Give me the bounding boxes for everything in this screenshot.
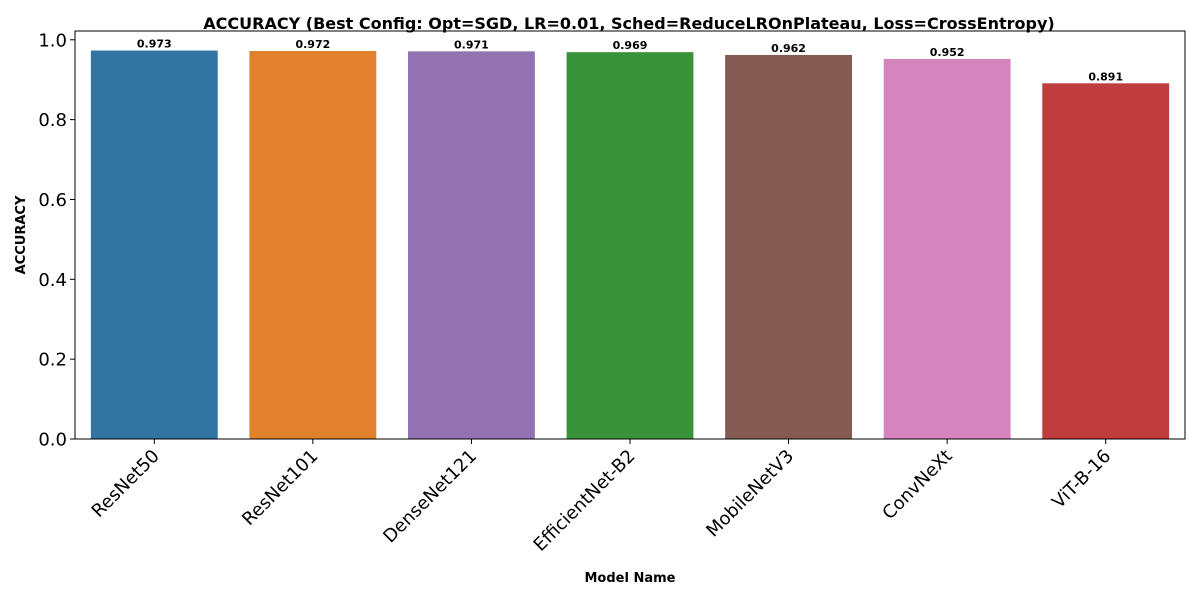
x-tick-label: EfficientNet-B2 [530, 446, 640, 556]
data-label: 0.962 [771, 42, 806, 55]
plot-frame [74, 30, 1186, 440]
y-tick-label: 0.8 [38, 110, 67, 131]
x-tick-label: ResNet50 [88, 446, 164, 522]
x-tick-label: DenseNet121 [379, 446, 481, 548]
data-labels-layer: 0.973 0.972 0.971 0.969 0.962 0.952 0.891 [137, 38, 1123, 84]
data-label: 0.952 [930, 46, 965, 59]
x-axis: ResNet50 ResNet101 DenseNet121 EfficientNet… [88, 439, 1115, 556]
data-label: 0.972 [295, 38, 330, 51]
data-label: 0.971 [454, 38, 489, 51]
y-tick-label: 0.6 [38, 190, 67, 211]
bar-mobilenetv3 [725, 54, 852, 439]
x-tick-label: ResNet101 [238, 446, 322, 530]
x-tick-label: ConvNeXt [878, 446, 956, 524]
y-tick-label: 0.2 [38, 350, 67, 371]
x-tick-label: ViT-B-16 [1048, 446, 1115, 513]
bar-convnext [883, 58, 1011, 440]
data-label: 0.969 [613, 39, 648, 52]
bar-resnet101 [249, 50, 377, 439]
y-tick-label: 1.0 [38, 30, 67, 51]
bar-efficientnet-b2 [566, 52, 694, 440]
data-label: 0.973 [137, 38, 172, 51]
bars-layer [90, 50, 1170, 440]
bar-densenet121 [408, 51, 535, 439]
y-axis-title: ACCURACY [14, 195, 29, 274]
data-label: 0.891 [1088, 70, 1123, 83]
y-tick-label: 0.4 [38, 270, 67, 291]
chart-title: ACCURACY (Best Config: Opt=SGD, LR=0.01,… [203, 14, 1054, 33]
bar-vit-b-16 [1042, 83, 1170, 439]
y-axis: 0.0 0.2 0.4 0.6 0.8 1.0 [38, 30, 75, 451]
bar-resnet50 [90, 50, 218, 439]
y-tick-label: 0.0 [38, 430, 67, 451]
x-tick-label: MobileNetV3 [702, 446, 798, 542]
x-axis-title: Model Name [585, 571, 676, 586]
